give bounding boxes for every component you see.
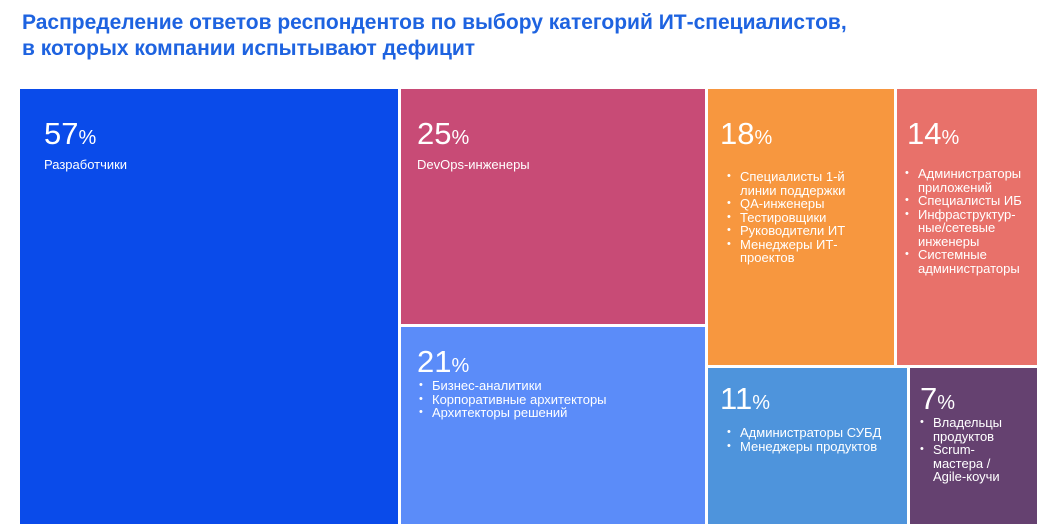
tile-value-unit: % — [941, 127, 960, 149]
chart-title-line-1: Распределение ответов респондентов по вы… — [22, 11, 847, 34]
tile-label: Разработчики — [44, 157, 128, 172]
tile-value-number: 25 — [417, 116, 452, 151]
tile-item-list: Специалисты 1-й линии поддержкиQA-инжене… — [727, 170, 882, 265]
tile-item: Администраторы СУБД — [727, 426, 895, 440]
treemap-tile-14: 14% Администраторы приложенийСпециалисты … — [897, 89, 1037, 365]
tile-value-unit: % — [937, 392, 956, 414]
tile-value: 7% — [920, 382, 955, 420]
treemap-tile-11: 11% Администраторы СУБДМенеджеры продукто… — [708, 368, 907, 524]
treemap-tile-25: 25% DevOps-инженеры — [401, 89, 705, 324]
tile-value-number: 7 — [920, 381, 938, 416]
tile-item: Тестировщики — [727, 210, 882, 225]
tile-value: 21% — [417, 345, 469, 383]
tile-value: 57% — [44, 117, 96, 155]
tile-item: Корпоративные архитекторы — [419, 392, 693, 407]
tile-item: Инфраструктур-ные/сетевые инженеры — [905, 207, 1025, 249]
tile-value: 11% — [720, 382, 770, 420]
tile-value-number: 21 — [417, 344, 452, 379]
tile-value-number: 57 — [44, 116, 79, 151]
tile-item: Руководители ИТ — [727, 224, 882, 238]
tile-item: Scrum-мастера / Agile-коучи — [920, 443, 1025, 484]
treemap-tile-57: 57% Разработчики — [20, 89, 398, 524]
chart-title-line-2: в которых компании испытывают дефицит — [22, 37, 476, 60]
tile-item: QA-инженеры — [727, 197, 882, 211]
tile-value-unit: % — [754, 127, 773, 149]
chart-title: Распределение ответов респондентов по вы… — [22, 10, 1022, 62]
tile-item-list: Администраторы СУБДМенеджеры продуктов — [727, 426, 895, 453]
tile-value: 18% — [720, 117, 772, 155]
tile-item-list: Владельцы продуктовScrum-мастера / Agile… — [920, 416, 1025, 484]
treemap-tile-7: 7%Владельцы продуктовScrum-мастера / Agi… — [910, 368, 1037, 524]
tile-item: Менеджеры продуктов — [727, 439, 895, 454]
tile-item: Системные администраторы — [905, 248, 1025, 275]
tile-value-unit: % — [78, 127, 97, 149]
tile-value: 25% — [417, 117, 469, 155]
tile-value-unit: % — [451, 127, 470, 149]
tile-item: Администраторы приложений — [905, 167, 1025, 194]
tile-value-unit: % — [752, 392, 770, 414]
tile-label: DevOps-инженеры — [417, 157, 530, 172]
tile-item: Менеджеры ИТ-проектов — [727, 237, 882, 265]
tile-item: Бизнес-аналитики — [419, 379, 693, 393]
treemap-tile-18: 18% Специалисты 1-й линии поддержкиQA-инж… — [708, 89, 894, 365]
tile-value-number: 11 — [720, 381, 753, 416]
tile-item-list: Бизнес-аналитикиКорпоративные архитектор… — [419, 379, 693, 420]
treemap-tile-21: 21%Бизнес-аналитикиКорпоративные архитек… — [401, 327, 705, 524]
tile-item: Специалисты ИБ — [905, 194, 1025, 208]
tile-item-list: Администраторы приложенийСпециалисты ИБИ… — [905, 167, 1025, 275]
tile-value-unit: % — [451, 355, 470, 377]
tile-item: Владельцы продуктов — [920, 416, 1025, 443]
tile-value-number: 18 — [720, 116, 755, 151]
tile-item: Специалисты 1-й линии поддержки — [727, 170, 882, 197]
tile-item: Архитекторы решений — [419, 406, 693, 420]
tile-value-number: 14 — [907, 116, 942, 151]
tile-value: 14% — [907, 117, 959, 155]
